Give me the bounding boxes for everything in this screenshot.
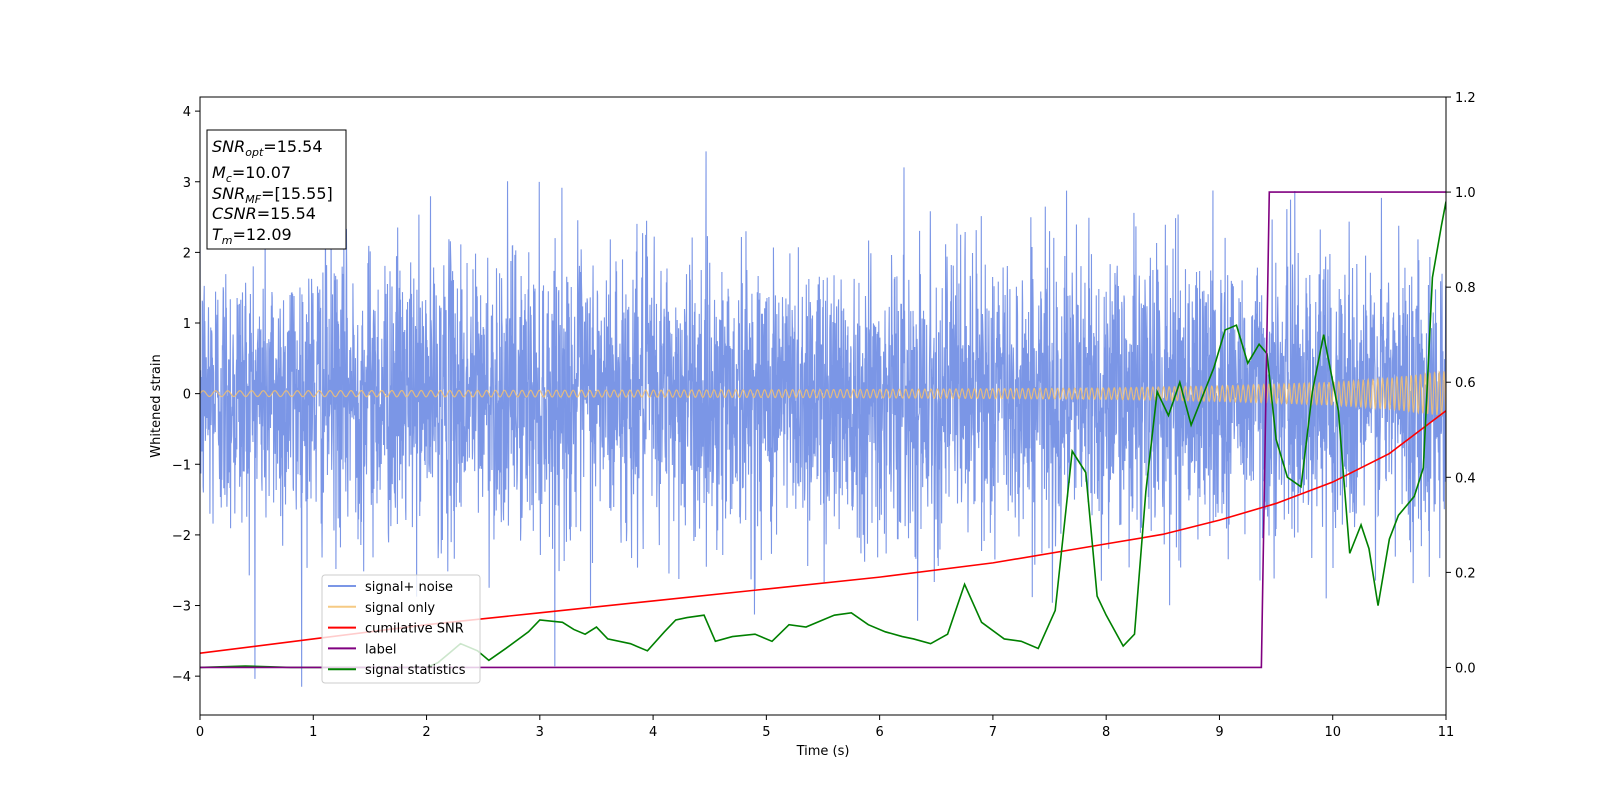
x-tick-label: 4 <box>649 725 657 740</box>
legend-entry: signal+ noise <box>365 580 453 595</box>
y-tick-label: −1 <box>172 458 191 473</box>
legend-entry: cumilative SNR <box>365 622 464 637</box>
y-tick-label: −2 <box>172 529 191 544</box>
x-tick-label: 10 <box>1324 725 1341 740</box>
y-axis-label: Whitened strain <box>149 354 164 457</box>
info-mc: Mc=10.07 <box>212 163 291 185</box>
x-tick-label: 7 <box>989 725 997 740</box>
signal-only-line <box>200 370 1446 416</box>
x-tick-label: 5 <box>762 725 770 740</box>
y-axis-right: 0.0 0.2 0.4 0.6 0.8 1.0 1.2 <box>1446 91 1476 676</box>
y2-tick-label: 1.2 <box>1455 91 1476 106</box>
y-tick-label: 0 <box>183 388 191 403</box>
series-signal-only <box>200 370 1446 416</box>
x-tick-label: 8 <box>1102 725 1110 740</box>
y-tick-label: 4 <box>183 105 191 120</box>
y2-tick-label: 1.0 <box>1455 186 1476 201</box>
info-snr-opt: SNRopt=15.54 <box>212 137 323 159</box>
x-axis: 0 1 2 3 4 5 6 7 8 9 10 11 <box>196 715 1454 740</box>
x-tick-label: 9 <box>1215 725 1223 740</box>
legend-entry: label <box>365 642 396 657</box>
y2-tick-label: 0.6 <box>1455 376 1476 391</box>
x-tick-label: 2 <box>422 725 430 740</box>
y2-tick-label: 0.8 <box>1455 281 1476 296</box>
legend: signal+ noise signal only cumilative SNR la… <box>321 574 481 684</box>
series-label-line <box>200 191 1446 669</box>
legend-entry: signal statistics <box>365 663 466 678</box>
x-tick-label: 1 <box>309 725 317 740</box>
y-tick-label: 3 <box>183 176 191 191</box>
plot-frame <box>199 96 1447 716</box>
x-tick-label: 3 <box>536 725 544 740</box>
x-axis-label: Time (s) <box>796 744 850 759</box>
y-tick-label: −4 <box>172 670 191 685</box>
y2-tick-label: 0.4 <box>1455 471 1476 486</box>
signal-plus-noise-line <box>200 151 1446 687</box>
series-signal-plus-noise <box>200 151 1446 687</box>
info-box: SNRopt=15.54 Mc=10.07SNRMF=[15.55]CSNR=15… <box>206 129 347 250</box>
y-tick-label: 1 <box>183 317 191 332</box>
info-snr-mf: SNRMF=[15.55] <box>212 184 333 206</box>
y-axis-left: −4 −3 −2 −1 0 1 2 3 4 <box>172 105 200 685</box>
y-tick-label: −3 <box>172 600 191 615</box>
legend-entry: signal only <box>365 601 435 616</box>
info-csnr: CSNR=15.54 <box>212 204 316 223</box>
x-tick-label: 0 <box>196 725 204 740</box>
x-tick-label: 11 <box>1438 725 1455 740</box>
y2-tick-label: 0.2 <box>1455 566 1476 581</box>
x-tick-label: 6 <box>875 725 883 740</box>
info-tm: Tm=12.09 <box>212 225 292 247</box>
y-tick-label: 2 <box>183 246 191 261</box>
series-signal-statistics-line <box>200 201 1446 669</box>
y2-tick-label: 0.0 <box>1455 661 1476 676</box>
